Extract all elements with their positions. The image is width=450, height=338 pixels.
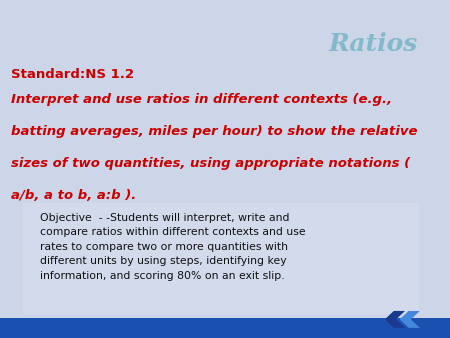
Text: sizes of two quantities, using appropriate notations (: sizes of two quantities, using appropria… (11, 157, 410, 170)
Bar (0, 318, 450, 338)
Text: a/b, a to b, a:b ).: a/b, a to b, a:b ). (11, 189, 136, 202)
Text: Standard:NS 1.2: Standard:NS 1.2 (11, 68, 134, 80)
Polygon shape (400, 311, 420, 328)
Text: Objective  - -Students will interpret, write and
compare ratios within different: Objective - -Students will interpret, wr… (40, 213, 306, 281)
Polygon shape (385, 311, 405, 328)
Text: Ratios: Ratios (329, 32, 418, 56)
Text: Interpret and use ratios in different contexts (e.g.,: Interpret and use ratios in different co… (11, 93, 392, 106)
FancyBboxPatch shape (22, 203, 418, 314)
Text: batting averages, miles per hour) to show the relative: batting averages, miles per hour) to sho… (11, 125, 418, 138)
